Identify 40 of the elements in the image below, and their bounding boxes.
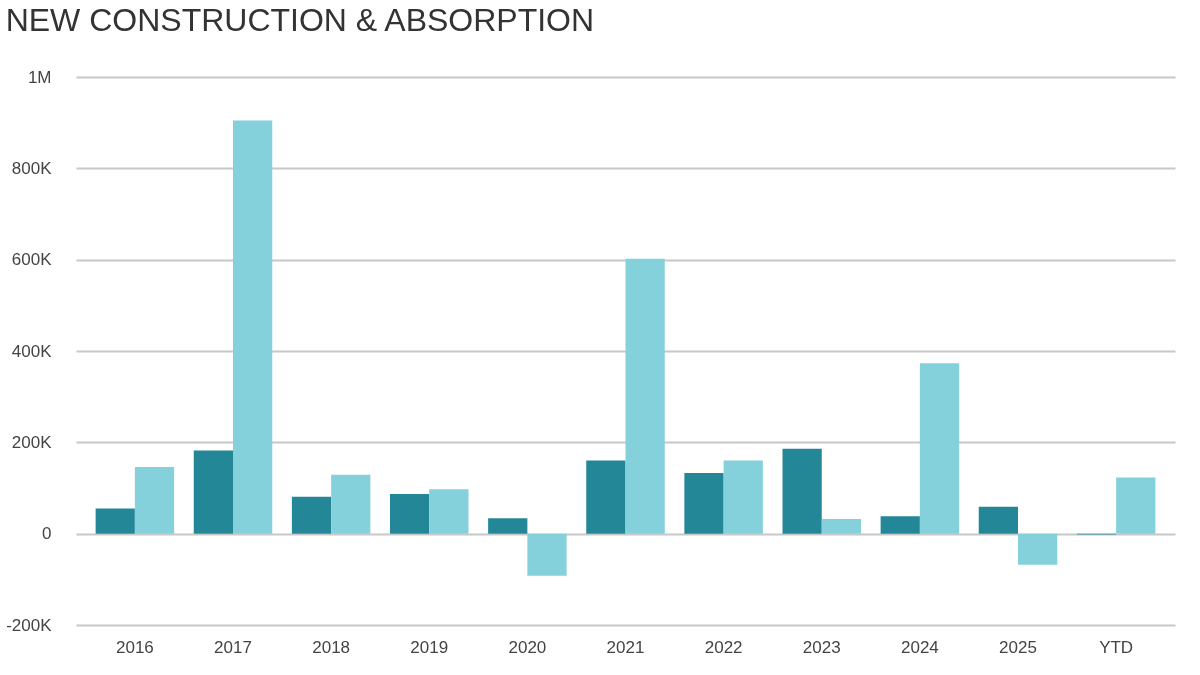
bar: [429, 489, 469, 534]
bar: [1116, 477, 1156, 534]
x-tick-label: 2020: [508, 637, 547, 657]
y-tick-label: 600K: [11, 250, 53, 270]
x-tick-label: 2017: [214, 637, 252, 657]
x-tick-label: YTD: [1099, 637, 1134, 657]
bar: [821, 519, 861, 534]
y-tick-label: 200K: [11, 432, 53, 452]
x-tick-label: 2025: [999, 637, 1037, 657]
x-tick-label: 2016: [115, 637, 154, 657]
chart-title: NEW CONSTRUCTION & ABSORPTION: [5, 2, 595, 38]
bar: [684, 472, 724, 534]
bar: [95, 508, 135, 534]
x-tick-label: 2023: [802, 637, 841, 657]
bar: [291, 496, 332, 534]
bar: [488, 518, 528, 534]
bar: [723, 460, 763, 534]
x-tick-label: 2024: [900, 637, 939, 657]
bar: [1018, 533, 1058, 565]
bar: [331, 474, 371, 534]
bar: [782, 448, 822, 534]
bar: [880, 516, 920, 534]
x-tick-label: 2021: [606, 637, 645, 657]
bar: [233, 120, 273, 534]
x-tick-label: 2019: [410, 637, 449, 657]
y-tick-label: 0: [42, 524, 52, 544]
bar: [625, 258, 665, 534]
bar: [919, 363, 960, 534]
y-tick-label: 400K: [11, 341, 53, 361]
bar: [978, 506, 1018, 534]
y-tick-label: 800K: [11, 158, 53, 178]
bar: [527, 533, 567, 576]
y-tick-label: -200K: [6, 615, 53, 635]
bar: [193, 450, 233, 534]
x-tick-label: 2022: [704, 637, 743, 657]
bar: [586, 460, 626, 534]
x-tick-label: 2018: [312, 637, 351, 657]
y-tick-label: 1M: [27, 67, 52, 87]
bar: [134, 466, 175, 534]
bar: [390, 493, 430, 534]
